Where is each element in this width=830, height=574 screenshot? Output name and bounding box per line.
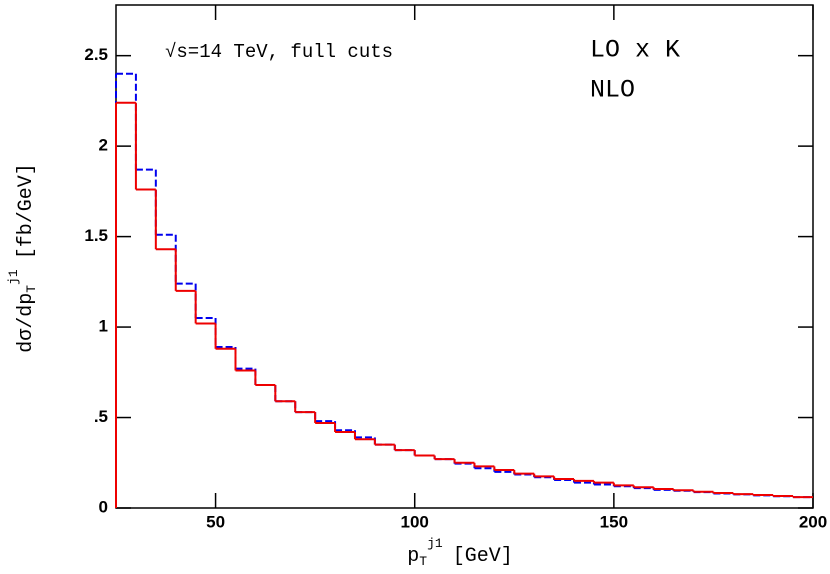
y-tick-label: 2 [99,136,108,155]
annotation: √s=14 TeV, full cuts [165,41,393,63]
y-label-unit: [fb/GeV] [15,163,38,259]
x-label-unit: [GeV] [453,545,513,568]
y-label-sub: T [24,285,39,293]
x-label-main: p [407,545,419,568]
legend-entry: LO x K [590,36,680,65]
x-label-sup: j1 [427,536,443,551]
x-tick-label: 200 [799,512,827,531]
y-label-sup: j1 [6,269,21,285]
y-tick-label: 0 [99,497,108,516]
y-tick-label: 1 [99,317,108,336]
x-axis-label: pTj1 [GeV] [407,536,512,569]
y-tick-label: 1.5 [84,226,108,245]
y-axis-label: dσ/dpTj1 [fb/GeV] [6,163,39,352]
plot-frame [115,4,814,509]
x-tick-label: 150 [600,512,628,531]
y-label-main: dσ/dp [15,293,38,353]
y-tick-label: .5 [94,407,108,426]
x-label-sub: T [419,554,427,569]
x-tick-label: 50 [206,512,225,531]
y-tick-label: 2.5 [84,45,108,64]
x-tick-label: 100 [401,512,429,531]
legend-entry: NLO [590,76,635,105]
